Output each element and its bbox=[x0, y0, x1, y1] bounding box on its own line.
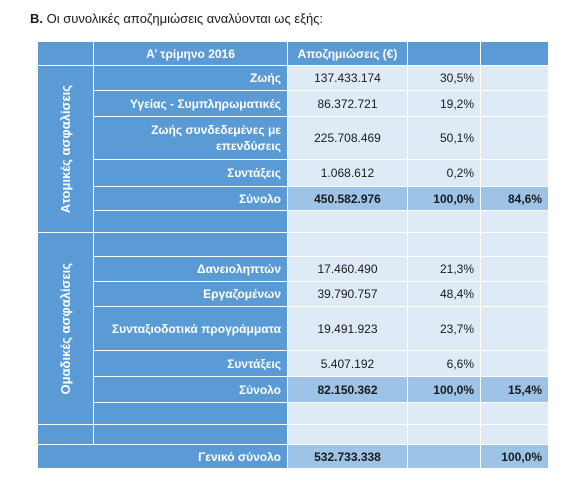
row-share bbox=[480, 65, 549, 91]
row-pct: 23,7% bbox=[407, 306, 481, 351]
row-label: Συντάξεις bbox=[93, 350, 288, 377]
table-header-row: Α’ τρίμηνο 2016 Αποζημιώσεις (€) bbox=[37, 41, 549, 66]
grand-total-pct bbox=[407, 444, 481, 469]
row-value: 86.372.721 bbox=[287, 90, 408, 117]
spacer-row bbox=[38, 210, 549, 233]
table-row: Εργαζομένων 39.790.757 48,4% bbox=[38, 281, 549, 307]
row-value: 19.491.923 bbox=[287, 306, 408, 351]
row-value: 137.433.174 bbox=[287, 65, 408, 91]
table-row: Ομαδικές ασφαλίσεις bbox=[37, 232, 549, 425]
section-heading: Β. Οι συνολικές αποζημιώσεις αναλύονται … bbox=[30, 11, 323, 26]
group-label-individual-text: Ατομικές ασφαλίσεις bbox=[58, 84, 73, 214]
losses-table: Α’ τρίμηνο 2016 Αποζημιώσεις (€) Ατομικέ… bbox=[37, 41, 549, 469]
subtotal-share: 15,4% bbox=[480, 376, 549, 403]
row-share bbox=[480, 281, 549, 307]
table-row: Δανειοληπτών 17.460.490 21,3% bbox=[38, 256, 549, 282]
row-value: 225.708.469 bbox=[287, 116, 408, 160]
subtotal-label: Σύνολο bbox=[93, 186, 288, 211]
grand-total-label: Γενικό σύνολο bbox=[37, 444, 288, 469]
row-share bbox=[480, 256, 549, 282]
row-value: 17.460.490 bbox=[287, 256, 408, 282]
row-value: 1.068.612 bbox=[287, 159, 408, 187]
subtotal-pct: 100,0% bbox=[407, 376, 481, 403]
row-pct: 48,4% bbox=[407, 281, 481, 307]
row-label: Δανειοληπτών bbox=[93, 256, 288, 282]
row-pct: 0,2% bbox=[407, 159, 481, 187]
grand-total-share: 100,0% bbox=[480, 444, 549, 469]
row-pct: 6,6% bbox=[407, 350, 481, 377]
row-label: Συντάξεις bbox=[93, 159, 288, 187]
row-label: Ζωής bbox=[93, 65, 288, 91]
subtotal-share: 84,6% bbox=[480, 186, 549, 211]
row-value: 5.407.192 bbox=[287, 350, 408, 377]
row-pct: 30,5% bbox=[407, 65, 481, 91]
row-pct: 19,2% bbox=[407, 90, 481, 117]
grand-total-row: Γενικό σύνολο 532.733.338 100,0% bbox=[37, 444, 549, 469]
row-label: Συνταξιοδοτικά προγράμματα bbox=[93, 306, 288, 351]
row-share bbox=[480, 90, 549, 117]
row-label: Ζωής συνδεδεμένες με επενδύσεις bbox=[93, 116, 288, 160]
row-value: 39.790.757 bbox=[287, 281, 408, 307]
table-row: Ζωής συνδεδεμένες με επενδύσεις 225.708.… bbox=[38, 116, 549, 160]
header-blank-pct bbox=[407, 41, 481, 66]
group-label-group: Ομαδικές ασφαλίσεις bbox=[37, 232, 94, 425]
row-pct: 21,3% bbox=[407, 256, 481, 282]
spacer-row bbox=[37, 424, 549, 445]
table-row: Υγείας - Συμπληρωματικές 86.372.721 19,2… bbox=[38, 90, 549, 117]
grand-total-value: 532.733.338 bbox=[287, 444, 408, 469]
table-row: Ατομικές ασφαλίσεις Ζωής 137.433.174 30,… bbox=[37, 65, 549, 233]
row-label: Εργαζομένων bbox=[93, 281, 288, 307]
header-quarter: Α’ τρίμηνο 2016 bbox=[93, 41, 288, 66]
row-pct: 50,1% bbox=[407, 116, 481, 160]
section-heading-text: Οι συνολικές αποζημιώσεις αναλύονται ως … bbox=[43, 11, 324, 26]
subtotal-pct: 100,0% bbox=[407, 186, 481, 211]
subtotal-label: Σύνολο bbox=[93, 376, 288, 403]
row-share bbox=[480, 306, 549, 351]
row-label: Υγείας - Συμπληρωματικές bbox=[93, 90, 288, 117]
subtotal-row-individual: Σύνολο 450.582.976 100,0% 84,6% bbox=[38, 186, 549, 211]
row-share bbox=[480, 116, 549, 160]
table-row: Συντάξεις 5.407.192 6,6% bbox=[38, 350, 549, 377]
group-label-group-text: Ομαδικές ασφαλίσεις bbox=[58, 262, 73, 395]
row-label bbox=[93, 232, 288, 257]
table-row: Συνταξιοδοτικά προγράμματα 19.491.923 23… bbox=[38, 306, 549, 351]
header-losses: Αποζημιώσεις (€) bbox=[287, 41, 408, 66]
section-letter: Β. bbox=[30, 11, 43, 26]
header-corner bbox=[37, 41, 94, 66]
subtotal-value: 82.150.362 bbox=[287, 376, 408, 403]
table-row: Συντάξεις 1.068.612 0,2% bbox=[38, 159, 549, 187]
subtotal-row-group: Σύνολο 82.150.362 100,0% 15,4% bbox=[38, 376, 549, 403]
row-share bbox=[480, 350, 549, 377]
subtotal-value: 450.582.976 bbox=[287, 186, 408, 211]
row-share bbox=[480, 159, 549, 187]
group-label-individual: Ατομικές ασφαλίσεις bbox=[37, 65, 94, 233]
header-blank-share bbox=[480, 41, 549, 66]
spacer-row bbox=[38, 402, 549, 425]
